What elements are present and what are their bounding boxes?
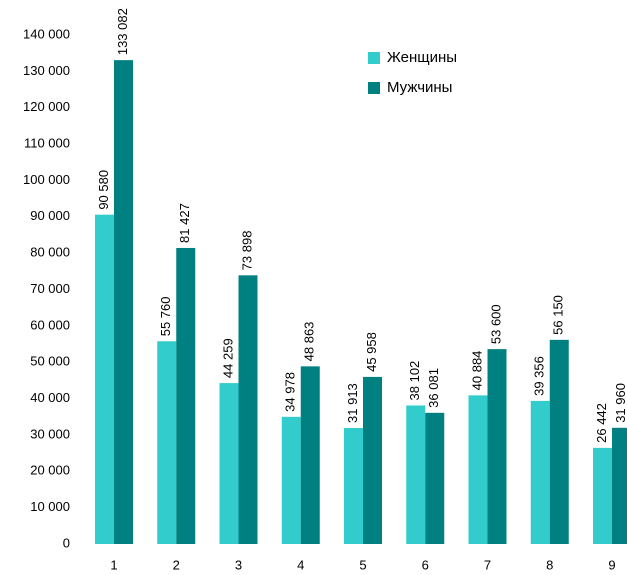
x-tick-label: 8: [546, 557, 553, 572]
bar: [468, 395, 488, 544]
y-tick-label: 120 000: [23, 99, 70, 114]
y-tick-label: 50 000: [30, 354, 70, 369]
y-tick-label: 10 000: [30, 499, 70, 514]
value-label: 40 884: [469, 351, 484, 391]
bar: [176, 247, 196, 544]
value-label: 45 958: [364, 332, 379, 372]
x-tick-label: 9: [608, 557, 615, 572]
value-label: 38 102: [407, 361, 422, 401]
y-tick-label: 0: [63, 535, 70, 550]
value-label: 44 259: [220, 338, 235, 378]
y-tick-label: 60 000: [30, 317, 70, 332]
bar: [114, 60, 133, 545]
y-tick-label: 90 000: [30, 208, 70, 223]
bar: [281, 416, 301, 544]
bar: [487, 349, 507, 544]
value-label: 34 978: [283, 372, 298, 412]
x-tick-label: 5: [359, 557, 366, 572]
y-tick-label: 140 000: [23, 26, 70, 41]
x-tick-label: 4: [297, 557, 304, 572]
bar: [219, 383, 239, 544]
y-tick-label: 110 000: [24, 136, 70, 151]
value-label: 56 150: [551, 295, 566, 335]
value-label: 36 081: [426, 368, 441, 408]
y-tick-label: 30 000: [30, 426, 70, 441]
x-tick-label: 2: [173, 557, 180, 572]
value-label: 73 898: [239, 231, 254, 271]
bar: [406, 405, 426, 544]
x-tick-label: 7: [484, 557, 491, 572]
y-tick-label: 80 000: [30, 245, 70, 260]
bar: [344, 427, 363, 544]
value-label: 31 913: [345, 383, 360, 423]
y-tick-label: 40 000: [30, 390, 70, 405]
value-label: 48 863: [302, 322, 317, 362]
value-label: 53 600: [488, 304, 503, 344]
bar: [363, 376, 382, 544]
y-tick-label: 130 000: [23, 63, 70, 78]
legend-swatch: [368, 52, 380, 64]
bar: [593, 447, 612, 544]
bar: [612, 427, 627, 544]
value-label: 39 356: [532, 356, 547, 396]
x-tick-label: 6: [422, 557, 429, 572]
legend-label: Женщины: [387, 49, 457, 66]
bar: [300, 366, 320, 544]
x-tick-label: 3: [235, 557, 242, 572]
y-tick-label: 100 000: [23, 172, 70, 187]
y-tick-label: 20 000: [30, 463, 70, 478]
value-label: 90 580: [96, 170, 111, 210]
bar: [549, 339, 569, 544]
x-tick-label: 1: [110, 557, 117, 572]
value-label: 81 427: [177, 203, 192, 243]
bar: [157, 341, 177, 544]
y-tick-label: 70 000: [30, 281, 70, 296]
value-label: 26 442: [594, 403, 609, 443]
legend-swatch: [368, 82, 380, 94]
bar: [530, 400, 550, 544]
bar: [95, 214, 114, 544]
bar: [425, 412, 445, 544]
value-label: 55 760: [158, 297, 173, 337]
legend-label: Мужчины: [387, 79, 452, 96]
value-label: 133 082: [115, 8, 130, 55]
value-label: 31 960: [613, 383, 627, 423]
bar: [238, 275, 258, 544]
